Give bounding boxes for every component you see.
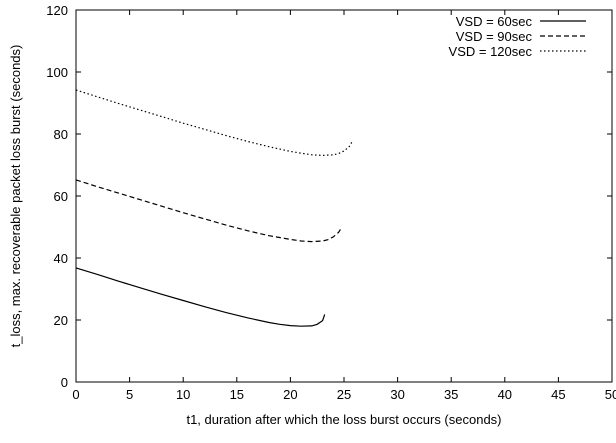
x-tick-label: 0 <box>72 387 79 402</box>
x-tick-label: 50 <box>605 387 616 402</box>
x-tick-label: 35 <box>444 387 458 402</box>
x-tick-label: 10 <box>176 387 190 402</box>
x-tick-label: 40 <box>498 387 512 402</box>
y-tick-label: 20 <box>54 313 68 328</box>
y-tick-label: 60 <box>54 189 68 204</box>
y-tick-label: 120 <box>46 3 68 18</box>
x-tick-label: 45 <box>551 387 565 402</box>
axis-ticks: 0 5 10 15 20 25 30 35 40 45 50 0 20 40 60 80 100 120 <box>46 3 616 402</box>
x-axis-label: t1, duration after which the loss burst … <box>186 412 501 427</box>
y-tick-label: 40 <box>54 251 68 266</box>
x-tick-label: 5 <box>126 387 133 402</box>
x-tick-label: 25 <box>337 387 351 402</box>
legend-label: VSD = 60sec <box>456 14 533 29</box>
x-tick-label: 20 <box>283 387 297 402</box>
y-tick-label: 100 <box>46 65 68 80</box>
plot-frame <box>75 9 613 383</box>
y-tick-label: 0 <box>61 375 68 390</box>
series-lines <box>75 89 354 327</box>
y-tick-label: 80 <box>54 127 68 142</box>
series-line-1 <box>75 267 326 327</box>
legend-label: VSD = 120sec <box>449 44 533 59</box>
x-tick-label: 30 <box>390 387 404 402</box>
series-line-2 <box>75 179 343 243</box>
y-axis-label: t_loss, max. recoverable packet loss bur… <box>8 45 23 348</box>
series-line-3 <box>75 89 354 157</box>
legend-label: VSD = 90sec <box>456 29 533 44</box>
x-tick-label: 15 <box>230 387 244 402</box>
